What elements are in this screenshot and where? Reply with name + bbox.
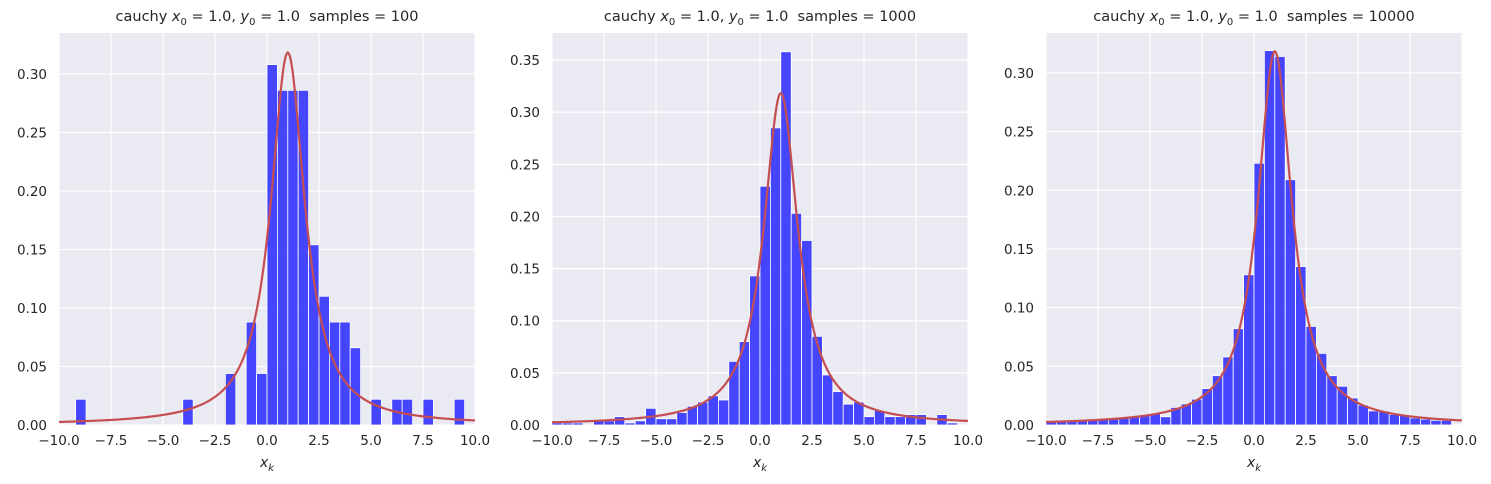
y-tick-label: 0.30 [510, 105, 540, 121]
x-tick-label: −10.0 [38, 433, 79, 449]
y-tick-label: 0.30 [17, 67, 47, 83]
x-tick-label: 5.0 [1347, 433, 1368, 449]
x-tick-label: 7.5 [412, 433, 433, 449]
chart-svg-100: 0.00 0.05 0.10 0.15 0.20 0.25 0.30 −10.0 −7.5 −5.… [17, 33, 490, 449]
y-tick-label: 0.20 [17, 184, 47, 200]
x-tick-label: 2.5 [1295, 433, 1316, 449]
histogram-bar [801, 240, 813, 426]
chart-svg-1000: 0.00 0.05 0.10 0.15 0.20 0.25 0.30 0.35 −10.0 −7.… [510, 33, 983, 449]
x-tick-label: 7.5 [905, 433, 926, 449]
x-tick-label: 5.0 [853, 433, 874, 449]
histogram-bar [915, 414, 927, 426]
x-tick-label: −2.5 [692, 433, 725, 449]
x-tick-label: 10.0 [953, 433, 983, 449]
chart-title-10000: cauchy x0 = 1.0, y0 = 1.0 samples = 1000… [1093, 9, 1415, 28]
x-tick-label: −7.5 [588, 433, 621, 449]
histogram-bar [182, 398, 194, 426]
histogram-bar [453, 398, 466, 426]
y-tick-label: 0.15 [1004, 242, 1034, 258]
histogram-bar [1368, 410, 1380, 426]
x-tick-label: 0.0 [1243, 433, 1264, 449]
cauchy-pdf-curve [551, 91, 969, 424]
x-tick-label: 5.0 [360, 433, 381, 449]
x-tick-label: 0.0 [256, 433, 277, 449]
histogram-bar [1160, 416, 1172, 426]
histogram-bar [1305, 326, 1317, 426]
x-tick-label: −10.0 [1025, 433, 1066, 449]
y-tick-label: 0.00 [17, 418, 47, 434]
y-tick-label: 0.00 [510, 418, 540, 434]
histogram-bar [224, 373, 237, 426]
histogram-bar [75, 398, 87, 426]
y-tick-label: 0.00 [1004, 418, 1034, 434]
y-tick-label: 0.25 [510, 157, 540, 173]
histogram-bar [1357, 404, 1369, 426]
histogram-bar [1440, 419, 1452, 426]
x-axis-label-100: xk [259, 455, 275, 474]
x-tick-label: −2.5 [1186, 433, 1219, 449]
histogram-bar [1388, 414, 1400, 426]
x-tick-label: 10.0 [1447, 433, 1477, 449]
y-tick-label: 0.30 [1004, 66, 1034, 82]
y-tick-label: 0.20 [1004, 183, 1034, 199]
x-tick-label: −5.0 [640, 433, 673, 449]
x-axis-label-10000: xk [1246, 455, 1262, 474]
x-tick-label: 2.5 [308, 433, 329, 449]
histogram-bar [1430, 419, 1442, 426]
y-tick-label: 0.10 [510, 314, 540, 330]
chart-title-1000: cauchy x0 = 1.0, y0 = 1.0 samples = 1000 [603, 9, 917, 28]
y-tick-label: 0.05 [510, 366, 540, 382]
y-tick-label: 0.15 [510, 262, 540, 278]
histogram-bar [1409, 417, 1421, 426]
histogram-bar [370, 398, 382, 426]
x-tick-label: −7.5 [95, 433, 128, 449]
histogram-bar [1253, 162, 1265, 426]
x-axis-label-1000: xk [752, 455, 768, 474]
histogram-bar [1420, 418, 1432, 426]
histogram-bar [1295, 266, 1307, 426]
y-tick-label: 0.15 [17, 242, 47, 258]
x-tick-label: 10.0 [460, 433, 490, 449]
x-tick-label: −5.0 [1134, 433, 1167, 449]
x-tick-label: −5.0 [147, 433, 180, 449]
y-tick-label: 0.10 [17, 301, 47, 317]
y-tick-label: 0.05 [1004, 359, 1034, 375]
y-tick-label: 0.20 [510, 209, 540, 225]
x-tick-label: 7.5 [1399, 433, 1420, 449]
y-tick-label: 0.25 [1004, 125, 1034, 141]
x-tick-label: −10.0 [531, 433, 572, 449]
y-tick-label: 0.25 [17, 125, 47, 141]
x-tick-label: −7.5 [1082, 433, 1115, 449]
histogram-bar [422, 398, 434, 426]
x-tick-label: 2.5 [801, 433, 822, 449]
x-tick-label: −2.5 [199, 433, 232, 449]
cauchy-pdf-curve [58, 51, 476, 424]
cauchy-pdf-curve [1045, 49, 1463, 424]
y-tick-label: 0.05 [17, 359, 47, 375]
histogram-bar [1222, 356, 1234, 426]
x-tick-label: 0.0 [749, 433, 770, 449]
y-tick-label: 0.10 [1004, 301, 1034, 317]
histogram-bar [946, 422, 959, 426]
histogram-bar [572, 422, 584, 426]
y-tick-label: 0.35 [510, 53, 540, 69]
chart-title-100: cauchy x0 = 1.0, y0 = 1.0 samples = 100 [115, 9, 419, 28]
